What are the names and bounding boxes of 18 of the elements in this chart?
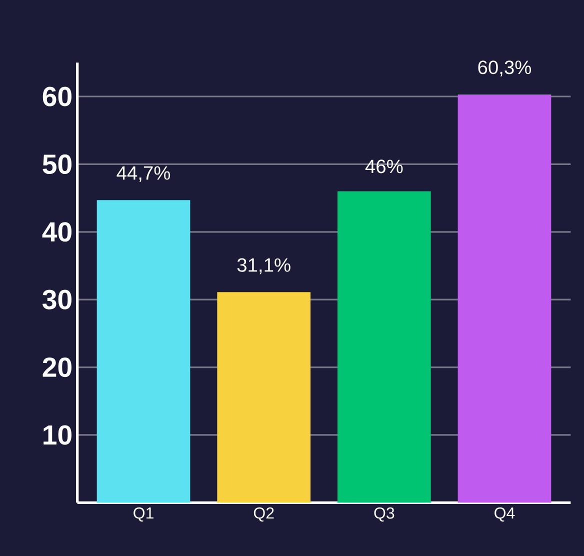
bar xyxy=(338,191,431,503)
y-tick-label: 40 xyxy=(42,222,72,242)
data-label: 44,7% xyxy=(116,166,170,182)
x-tick-label: Q2 xyxy=(254,507,274,522)
y-tick-label: 30 xyxy=(42,290,72,310)
data-label: 46% xyxy=(365,160,403,174)
y-tick-label: 50 xyxy=(42,154,72,174)
data-label: 60,3% xyxy=(478,60,532,76)
y-tick-label: 10 xyxy=(44,425,72,445)
x-tick-label: Q1 xyxy=(134,507,154,522)
bar xyxy=(458,94,552,503)
x-tick-label: Q3 xyxy=(374,507,394,522)
y-tick-label: 20 xyxy=(42,358,72,378)
x-tick-label: Q4 xyxy=(494,507,515,522)
bar xyxy=(96,200,190,503)
data-label: 31,1% xyxy=(237,258,290,274)
bar xyxy=(217,292,311,503)
y-tick-label: 60 xyxy=(42,86,72,106)
